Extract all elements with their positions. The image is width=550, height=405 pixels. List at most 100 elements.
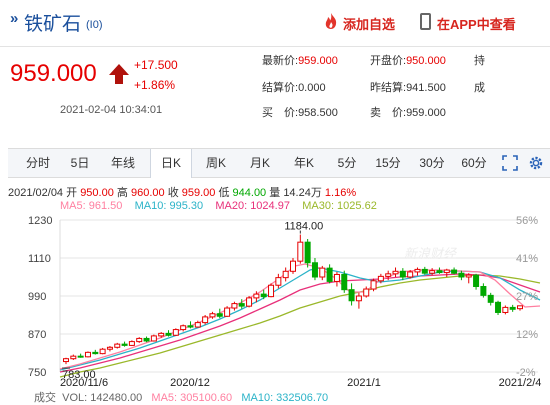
fullscreen-icon[interactable]: [502, 155, 518, 171]
x-tick-label: 2020/11/6: [60, 377, 108, 389]
candle-body: [172, 329, 179, 336]
candle-body: [202, 316, 209, 324]
open-value: 950.000: [406, 55, 446, 67]
candle-body: [114, 343, 121, 348]
tab-30min[interactable]: 30分: [419, 156, 445, 170]
current-price: 959.000: [10, 60, 97, 87]
candle-body: [341, 273, 348, 291]
candle-body: [333, 273, 340, 282]
min-annotation: 783.00: [62, 369, 96, 381]
quote-header: » 铁矿石 (I0) 添加自选 在APP中查看: [0, 0, 550, 46]
x-tick-label: 2021/2/4: [499, 377, 542, 389]
candle-body: [451, 269, 458, 274]
candle-body: [465, 274, 472, 278]
candle-body: [128, 341, 135, 346]
candle-body: [495, 301, 502, 313]
candle-body: [392, 270, 399, 275]
tab-yearly-k[interactable]: 年K: [293, 156, 314, 170]
candle-body: [231, 303, 238, 309]
x-tick-label: 2021/1: [347, 377, 381, 389]
volume-ma10: MA10: 332506.70: [241, 392, 329, 404]
ask-value: 959.000: [406, 107, 446, 119]
candle-body: [106, 346, 113, 350]
candle-body: [209, 313, 216, 318]
symbol-name: 铁矿石: [24, 14, 82, 35]
candle-body: [238, 303, 245, 307]
candle-body: [121, 343, 128, 346]
ohlc-low: 944.00: [232, 187, 267, 199]
candle-body: [77, 355, 84, 358]
candle-body: [436, 270, 443, 274]
tab-year-line[interactable]: 年线: [110, 156, 135, 170]
settle-label: 结算价:: [262, 82, 299, 94]
price-change: +17.500: [134, 58, 178, 72]
latest-value: 959.000: [298, 55, 338, 67]
pct-tick-label: 12%: [516, 329, 538, 341]
candle-body: [187, 325, 194, 328]
tab-5day[interactable]: 5日: [70, 156, 90, 170]
candle-body: [458, 272, 465, 278]
candle-body: [143, 337, 150, 342]
header-divider: [0, 46, 550, 47]
ohlc-close-label: 收: [167, 187, 179, 199]
candle-body: [246, 297, 253, 307]
add-favorite-button[interactable]: 添加自选: [343, 17, 396, 32]
tab-5min[interactable]: 5分: [337, 156, 357, 170]
candle-body: [304, 241, 311, 264]
ma20-line: [59, 273, 541, 373]
flame-icon[interactable]: [322, 12, 340, 30]
candle-body: [290, 260, 296, 272]
y-tick-label: 1110: [28, 253, 51, 265]
ma5-line: [59, 263, 541, 370]
phone-icon[interactable]: [420, 13, 431, 30]
ma20-legend: MA20: 1024.97: [215, 200, 290, 212]
latest-label: 最新价:: [262, 55, 299, 67]
prev-settle-value: 941.500: [406, 82, 446, 94]
ohlc-volume-label: 量: [269, 187, 281, 199]
pct-tick-label: 41%: [516, 253, 538, 265]
bid-value: 958.500: [298, 107, 338, 119]
candle-body: [326, 267, 333, 282]
price-change-pct: +1.86%: [134, 78, 176, 92]
candle-body: [63, 358, 69, 363]
kline-chart[interactable]: 新浪财经 1230 56% 1110 41% 990 27% 870 12% 750 -2% 118…: [0, 212, 550, 390]
axis-labels: 1230 56% 1110 41% 990 27% 870 12% 750 -2% 1184.00 7…: [28, 215, 541, 389]
tab-weekly-k[interactable]: 周K: [205, 156, 226, 170]
tab-60min[interactable]: 60分: [461, 156, 487, 170]
tab-15min[interactable]: 15分: [375, 156, 401, 170]
candle-body: [268, 284, 275, 298]
candle-body: [165, 332, 172, 336]
tab-intraday[interactable]: 分时: [25, 156, 50, 170]
bid-label: 买 价:: [262, 107, 299, 119]
candle-body: [92, 351, 99, 355]
ohlc-high-label: 高: [116, 187, 128, 199]
candle-body: [487, 294, 494, 303]
candle-body: [348, 289, 355, 302]
candle-body: [282, 270, 289, 279]
candle-body: [216, 313, 223, 317]
max-annotation: 1184.00: [284, 221, 323, 233]
ohlc-volume: 14.24万: [283, 187, 322, 199]
candles: [63, 234, 523, 365]
pct-tick-label: 27%: [516, 291, 538, 303]
tab-daily-k[interactable]: 日K: [150, 149, 192, 178]
candle-body: [275, 277, 282, 286]
up-arrow-icon: [109, 64, 129, 84]
ma30-legend: MA30: 1025.62: [302, 200, 377, 212]
open-label: 开盘价:: [370, 55, 407, 67]
candle-body: [297, 241, 304, 262]
tab-monthly-k[interactable]: 月K: [249, 156, 270, 170]
candle-body: [429, 270, 436, 274]
ohlc-pct: 1.16%: [324, 187, 357, 199]
candle-body: [399, 270, 406, 278]
candle-body: [407, 271, 414, 278]
candle-body: [363, 288, 370, 297]
settings-gear-icon[interactable]: [528, 155, 544, 171]
candle-body: [421, 268, 428, 274]
candle-body: [355, 295, 362, 302]
candle-body: [480, 286, 487, 296]
ma-lines: [59, 263, 541, 378]
ohlc-info: 2021/02/04 开 950.00 高 960.00 收 959.00 低 …: [8, 184, 356, 200]
ma-legend: MA5: 961.50 MA10: 995.30 MA20: 1024.97 M…: [60, 200, 377, 212]
open-app-button[interactable]: 在APP中查看: [437, 17, 516, 32]
